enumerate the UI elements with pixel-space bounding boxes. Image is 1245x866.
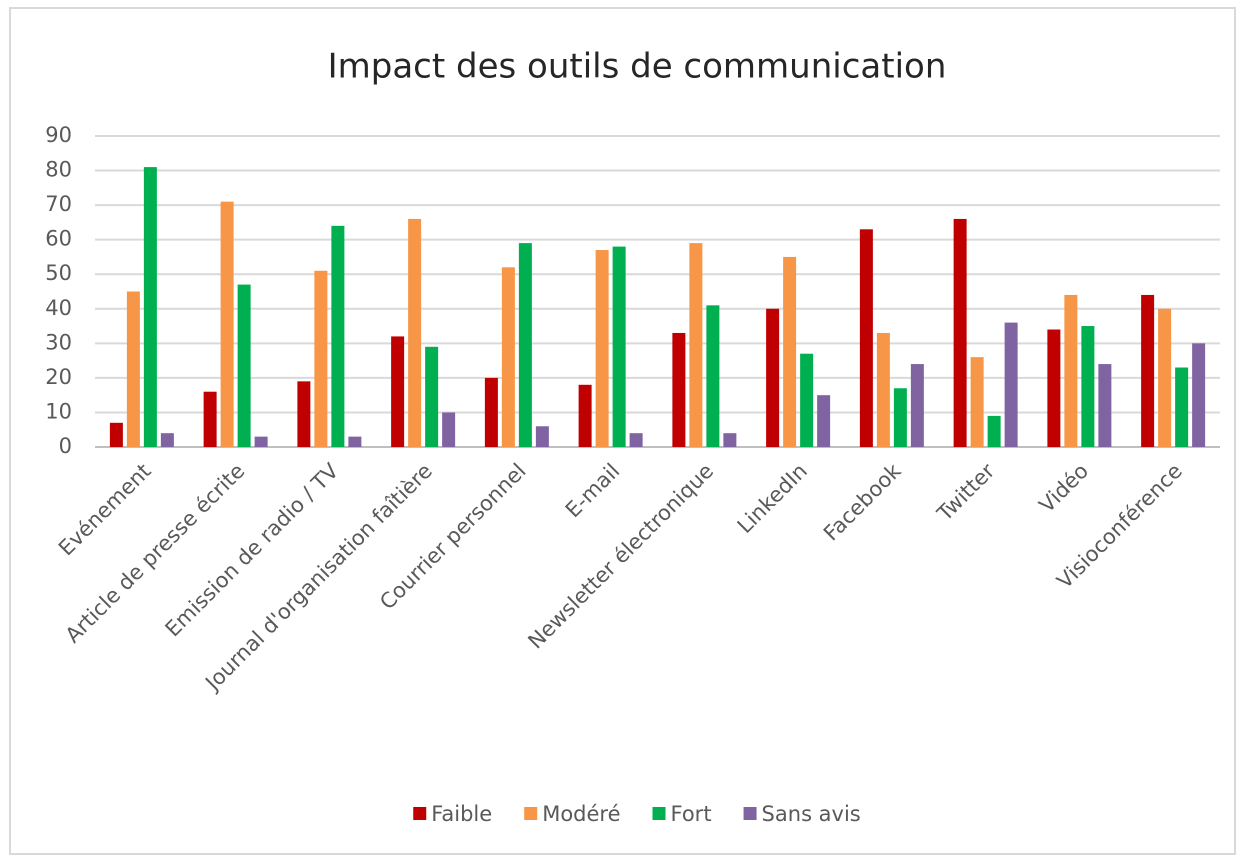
bar <box>254 436 268 447</box>
bar <box>629 433 643 447</box>
bar <box>783 256 797 447</box>
bar <box>237 284 251 447</box>
bar <box>348 436 362 447</box>
y-tick-label: 60 <box>45 227 72 251</box>
bar <box>501 267 515 447</box>
bar <box>1098 364 1112 447</box>
legend-label: Modéré <box>542 802 620 826</box>
bar <box>297 381 311 447</box>
bar <box>109 422 123 447</box>
legend-swatch <box>743 807 757 820</box>
bar <box>484 377 498 447</box>
bar <box>817 395 831 447</box>
bar <box>706 305 720 447</box>
bar <box>612 246 626 447</box>
bar <box>442 412 456 447</box>
bar <box>723 433 737 447</box>
legend-swatch <box>524 807 538 820</box>
legend-label: Faible <box>431 802 492 826</box>
bar <box>910 364 924 447</box>
bar <box>331 225 345 447</box>
y-tick-label: 0 <box>59 434 72 458</box>
y-tick-label: 70 <box>45 192 72 216</box>
bar <box>143 167 157 447</box>
bar <box>1175 367 1189 447</box>
bar <box>1081 326 1095 447</box>
bar <box>203 391 217 447</box>
bar <box>987 415 1001 447</box>
y-tick-label: 40 <box>45 296 72 320</box>
y-tick-label: 80 <box>45 158 72 182</box>
bar <box>314 270 328 447</box>
bar <box>672 332 686 447</box>
bar <box>893 388 907 447</box>
bar <box>518 243 532 447</box>
bar <box>220 201 234 447</box>
bar <box>800 353 814 447</box>
bar <box>408 218 422 447</box>
bar <box>578 384 592 447</box>
bar <box>766 308 780 447</box>
bar <box>160 433 174 447</box>
y-tick-label: 20 <box>45 365 72 389</box>
chart-title: Impact des outils de communication <box>328 47 947 87</box>
bar <box>1158 308 1172 447</box>
bar <box>535 426 549 447</box>
y-tick-label: 50 <box>45 261 72 285</box>
y-tick-label: 10 <box>45 399 72 423</box>
bar <box>391 336 405 447</box>
y-tick-label: 30 <box>45 330 72 354</box>
bar <box>859 229 873 447</box>
legend-item: Fort <box>652 802 712 826</box>
bar <box>970 357 984 447</box>
bar <box>1064 294 1078 447</box>
bar <box>689 243 703 447</box>
bar <box>1004 322 1018 447</box>
legend-item: Modéré <box>524 802 621 826</box>
bar <box>126 291 140 447</box>
bar <box>876 332 890 447</box>
legend-label: Fort <box>671 802 712 826</box>
y-tick-label: 90 <box>45 123 72 147</box>
bar <box>1141 294 1155 447</box>
bar <box>1192 343 1206 447</box>
legend-item: Sans avis <box>743 802 861 826</box>
bar <box>425 346 439 447</box>
bar <box>953 218 967 447</box>
bar <box>1047 329 1061 447</box>
legend-label: Sans avis <box>762 802 861 826</box>
legend-swatch <box>413 807 427 820</box>
legend-swatch <box>652 807 666 820</box>
legend-item: Faible <box>413 802 492 826</box>
bar <box>595 250 609 447</box>
